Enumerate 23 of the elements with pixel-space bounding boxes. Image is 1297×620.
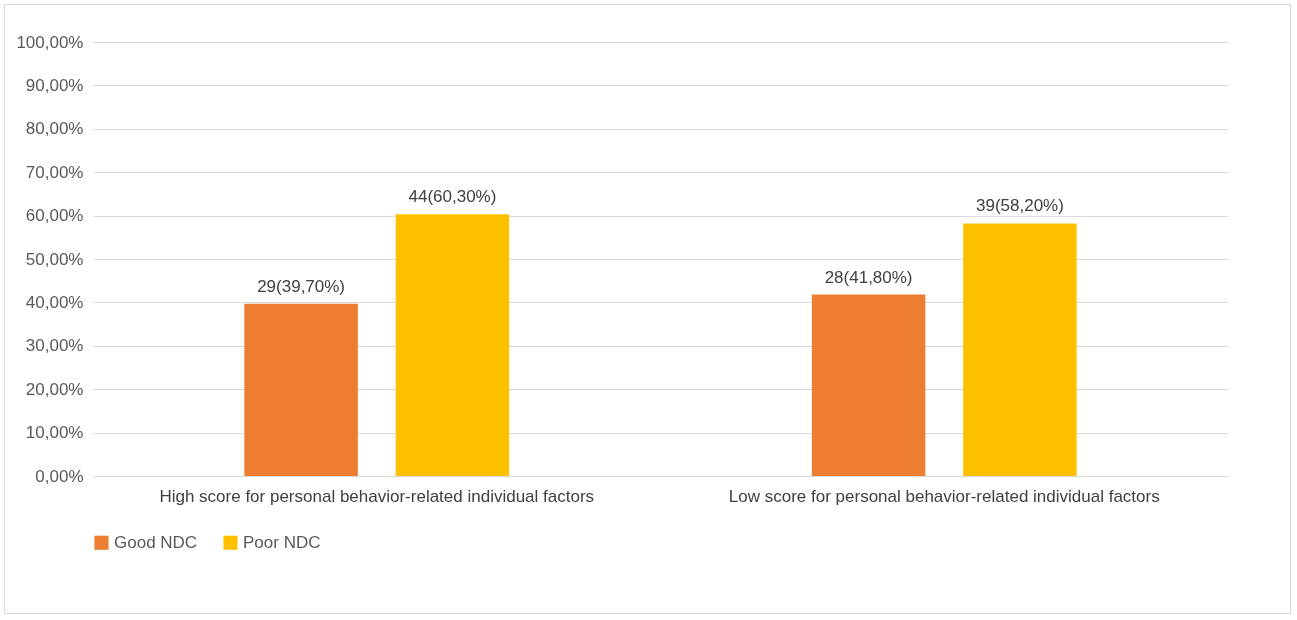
data-label: 28(41,80%) — [824, 267, 913, 287]
data-label: 44(60,30%) — [408, 187, 497, 207]
y-tick-label: 100,00% — [16, 32, 84, 52]
y-tick-label: 90,00% — [25, 75, 84, 95]
bar — [811, 294, 926, 476]
data-label: 39(58,20%) — [975, 196, 1064, 216]
y-tick-label: 80,00% — [25, 119, 84, 139]
y-tick-label: 70,00% — [25, 162, 84, 182]
legend-label: Poor NDC — [243, 532, 321, 552]
y-tick-label: 50,00% — [25, 249, 84, 269]
bar — [244, 303, 358, 476]
y-tick-label: 10,00% — [25, 423, 84, 443]
y-tick-label: 40,00% — [25, 292, 84, 312]
y-tick-label: 0,00% — [35, 466, 84, 486]
y-tick-label: 60,00% — [25, 206, 84, 226]
x-tick-label: High score for personal behavior-related individual factors — [159, 486, 595, 506]
y-tick-label: 30,00% — [25, 336, 84, 356]
y-tick-label: 20,00% — [25, 379, 84, 399]
data-label: 29(39,70%) — [257, 276, 346, 296]
x-tick-label: Low score for personal behavior-related individual factors — [728, 486, 1160, 506]
bar — [395, 214, 510, 476]
legend-label: Good NDC — [114, 532, 198, 552]
bar — [963, 223, 1077, 476]
